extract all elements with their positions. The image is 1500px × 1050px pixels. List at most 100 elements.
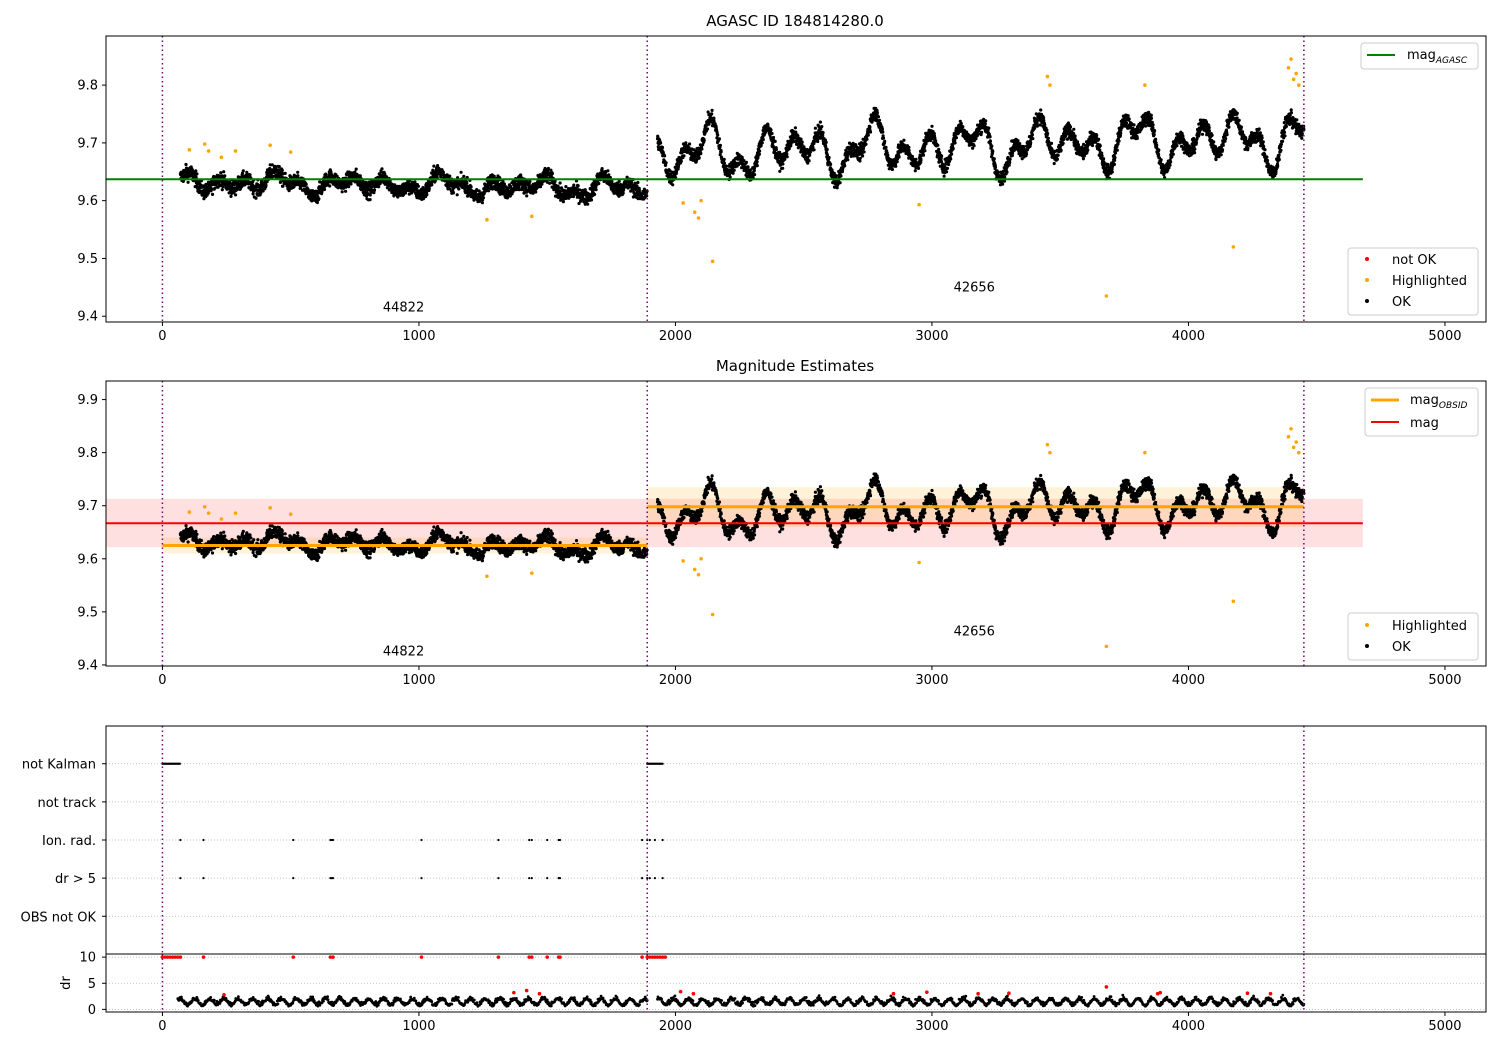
legend-label-mag-agasc: magAGASC [1407,48,1468,66]
highlighted-point [529,214,534,219]
x-tick-label: 3000 [915,1019,948,1034]
x-tick-label: 2000 [659,329,692,344]
legend-label-ok: OK [1392,640,1411,655]
x-tick-label: 5000 [1428,1019,1461,1034]
highlighted-point [1104,644,1109,649]
dr-not-ok-point [640,955,644,959]
dr-not-ok-point [1158,990,1163,995]
legend-label-not-ok: not OK [1392,253,1437,268]
highlighted-point [529,571,534,575]
ion-rad-point [558,838,562,842]
y-tick-label: 9.4 [77,310,98,325]
dr-gt-5-point [653,877,657,880]
dr-not-ok-point [168,955,172,959]
y-tick-label: 9.6 [77,552,98,567]
dr-gt-5-point [648,877,651,880]
ion-rad-point [179,838,182,842]
flag-data [161,762,664,880]
y-tick-label: 0 [88,1003,96,1018]
highlighted-point [1289,57,1293,61]
y-tick-label: 9.9 [77,393,98,408]
x-tick-label: 0 [158,1019,166,1034]
flag-label-ion-rad: Ion. rad. [42,834,96,849]
dr-gt-5-point [292,877,295,880]
dr-not-ok-point [222,992,226,997]
ion-rad-point [292,838,295,842]
x-tick-label: 0 [158,673,166,688]
y-tick-label: 9.7 [77,499,98,514]
highlighted-point [1104,294,1109,298]
highlighted-point [1045,442,1050,447]
dr-not-ok-point [173,955,178,959]
y-tick-label: 9.8 [77,79,98,94]
highlighted-point [1294,71,1298,76]
dr-not-ok-point [678,989,683,994]
dr-gt-5-point [646,877,649,880]
dr-not-ok-point [658,955,662,959]
dr-gt-5-point [640,877,644,880]
flag-gridlines [102,763,1486,917]
dr-not-ok-point [650,955,655,959]
dr-not-ok-point [545,955,549,959]
highlighted-point [917,560,921,565]
y-tick-label: 9.7 [77,136,98,151]
dr-not-ok-point [419,955,424,959]
axes-frame [105,35,1487,323]
legend-marker-ok [1365,299,1369,303]
highlighted-point [202,142,207,146]
highlighted-point [1291,77,1296,82]
dr-gt-5-point [558,877,562,880]
highlighted-point [692,210,697,215]
highlighted-point [917,202,921,207]
x-tick-label: 0 [158,329,166,344]
y-tick-label: 9.5 [77,605,98,620]
highlighted-point [710,259,715,264]
legend-box [1347,247,1479,316]
ion-rad-point [202,838,205,842]
highlighted-point [485,574,489,579]
dr-gt-5-point [528,877,531,880]
highlighted-point [1231,245,1236,249]
highlighted-point [187,510,192,514]
highlighted-point [202,504,207,509]
ion-rad-point [497,838,500,842]
highlighted-point [206,511,211,515]
dr-not-ok-point [691,991,696,996]
y-tick-label: 9.6 [77,194,98,209]
dr-not-ok-point [527,955,532,959]
legend-marker-not-ok [1365,257,1369,261]
dr-not-ok-point [537,991,542,996]
highlighted-point [1296,450,1301,455]
dr-gt-5-point [202,877,205,880]
ion-rad-point [640,838,644,842]
dr-not-ok-point [328,955,333,959]
ion-rad-point [530,838,533,842]
dr-not-ok-point [163,955,167,959]
highlighted-point [692,567,697,572]
flag-label-not-kalman: not Kalman [22,758,96,773]
legend-marker-highlighted [1365,623,1369,627]
panel-agasc-title: AGASC ID 184814280.0 [706,12,884,30]
dr-not-ok-point [496,955,501,959]
highlighted-point [288,512,293,517]
axes-ticks: 0 1000 2000 3000 4000 5000 0 5 10 [79,951,1461,1034]
annotation-obsid: 42656 [954,280,995,295]
flag-label-obs-not-ok: OBS not OK [21,910,97,925]
legend-box [1360,42,1479,70]
not-kalman-point [661,762,664,765]
ion-rad-point [528,838,531,842]
dr-not-ok-point [1007,991,1011,995]
flag-label-dr-gt-5: dr > 5 [55,872,96,887]
dr-not-ok-point [660,955,665,959]
legend-label-highlighted: Highlighted [1392,274,1467,289]
dr-not-ok-point [512,990,516,995]
highlighted-point [187,148,192,152]
legend-label-mag-obsid: magOBSID [1410,393,1468,411]
panel-agasc: AGASC ID 184814280.0 44822 42656 0 1000 20… [77,12,1487,344]
highlighted-point [219,155,224,160]
vertical-lines [161,726,1305,954]
estimate-lines [106,505,1363,548]
x-tick-label: 4000 [1172,329,1205,344]
dr-gt-5-point [420,877,423,880]
dr-not-ok-point [891,991,896,996]
